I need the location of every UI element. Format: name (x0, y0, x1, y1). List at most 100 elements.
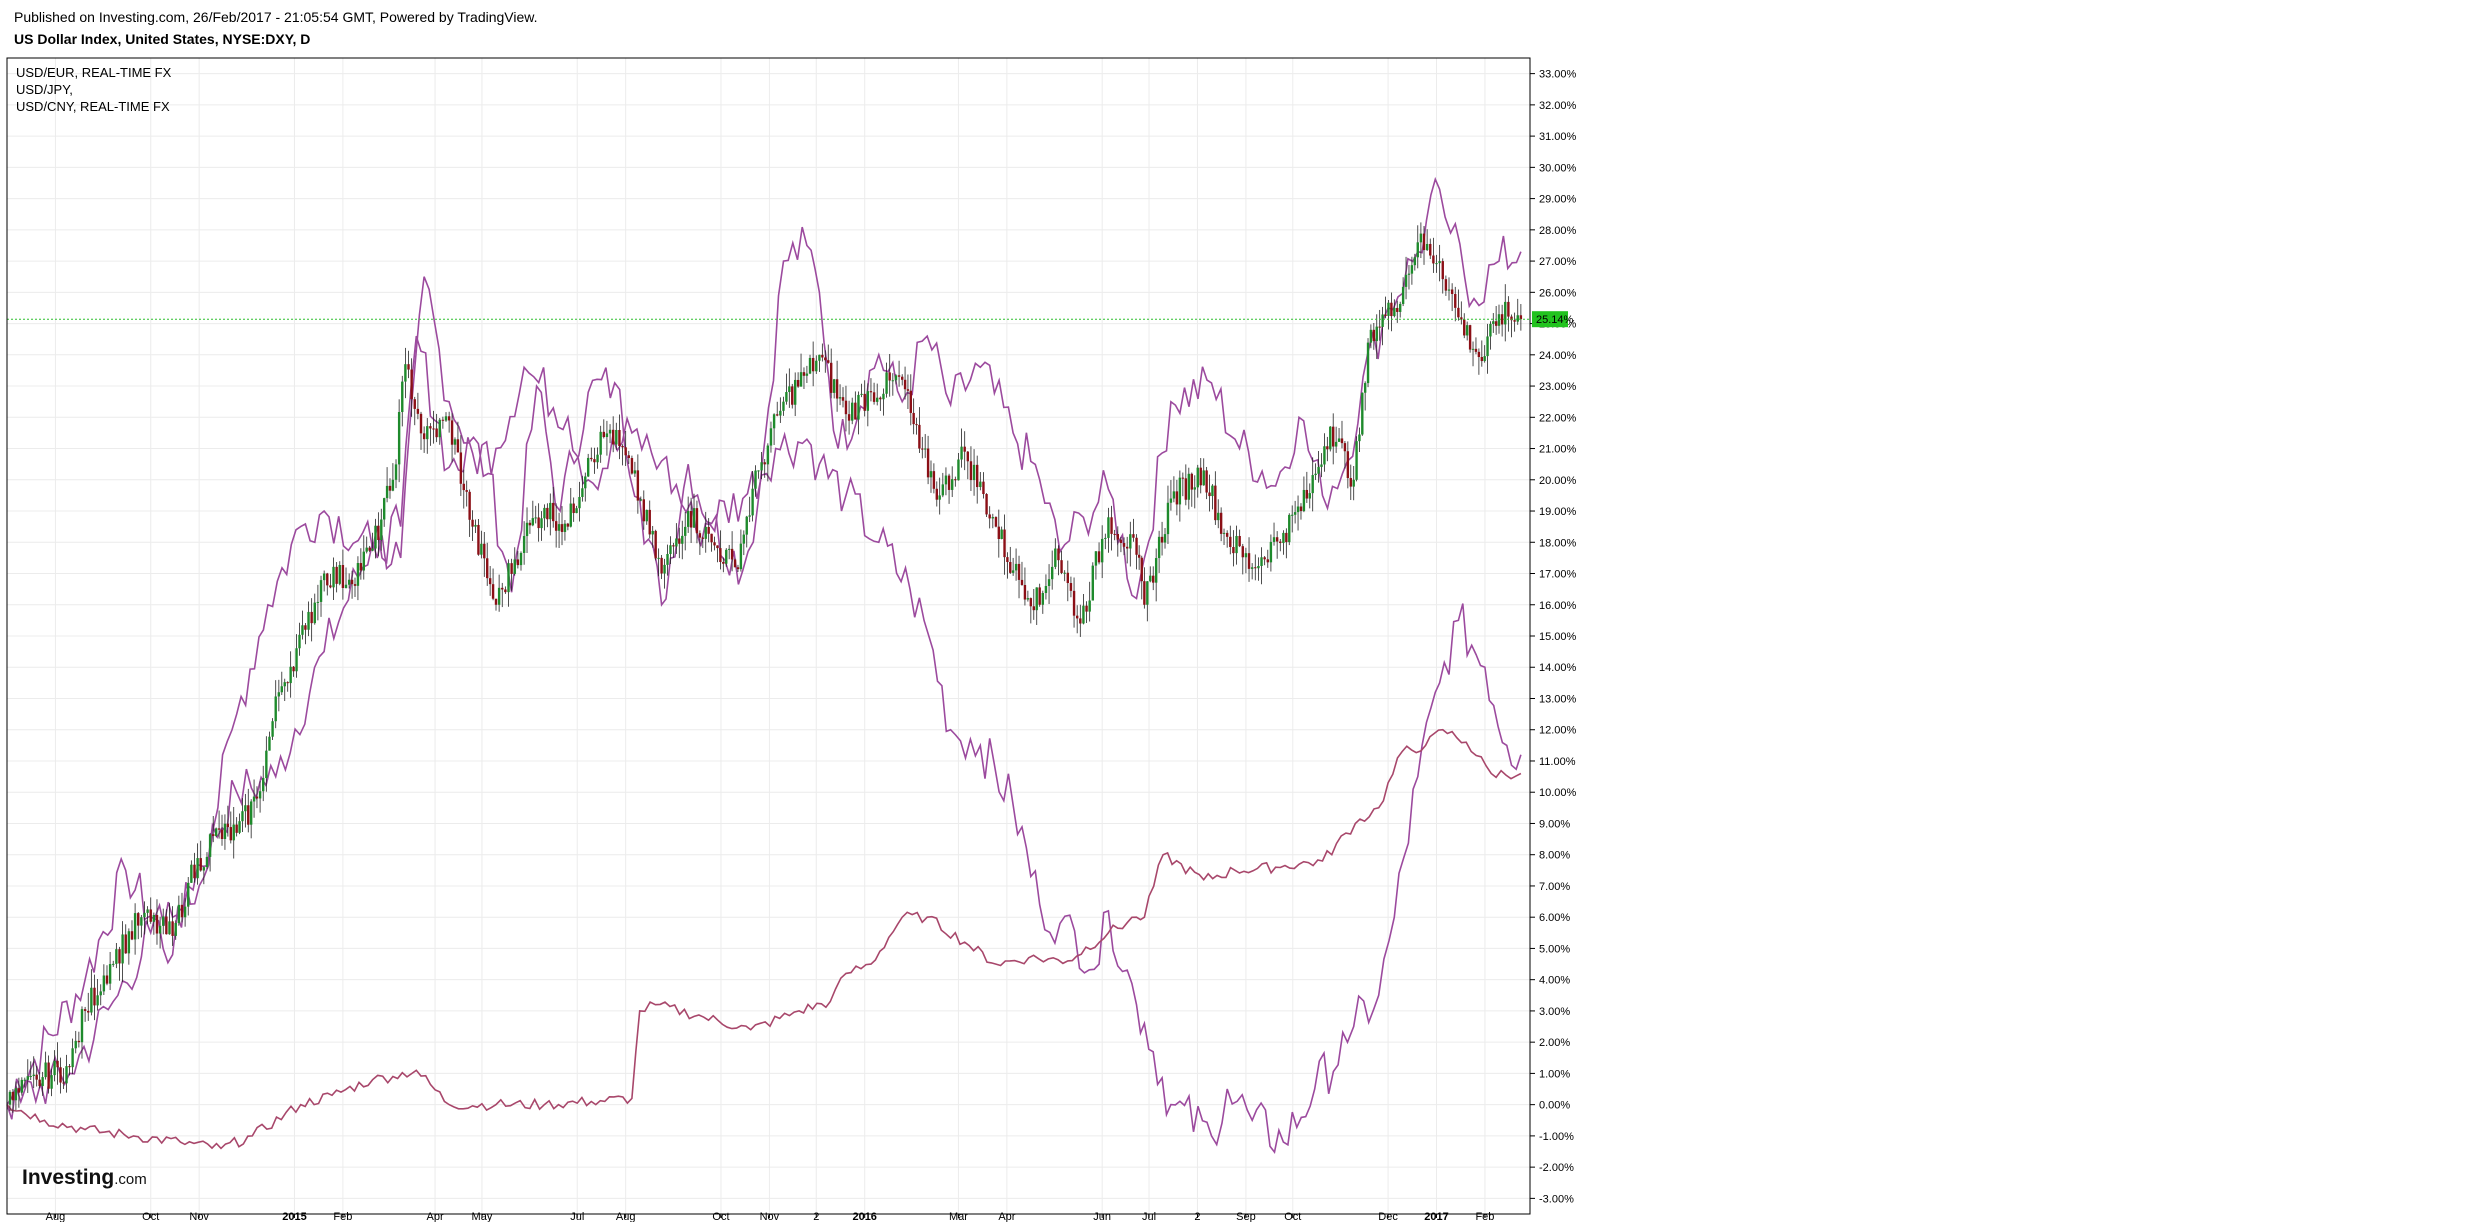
x-tick-label: 2015 (282, 1211, 306, 1222)
candle-body (62, 1082, 65, 1084)
candle-body (380, 519, 383, 540)
candle-body (686, 511, 690, 527)
candle-body (1235, 535, 1238, 554)
candle-body (748, 515, 751, 517)
candle-body (1190, 473, 1193, 490)
candle-body (590, 457, 593, 460)
candle-body (1361, 392, 1364, 435)
candle-body (422, 433, 426, 440)
candle-body (531, 518, 535, 526)
candle-body (534, 517, 537, 519)
candle-body (657, 557, 660, 559)
candle-body (552, 502, 555, 522)
y-tick-label: 17.00% (1539, 569, 1577, 581)
candle-body (1097, 551, 1101, 563)
candle-body (932, 471, 936, 489)
candle-body (851, 402, 854, 421)
x-tick-label: Aug (46, 1211, 66, 1222)
candle-body (636, 470, 640, 501)
candle-body (695, 508, 699, 534)
candle-body (1432, 255, 1435, 264)
candle-body (1516, 315, 1519, 322)
candle-body (707, 526, 710, 534)
candle-body (1241, 546, 1244, 558)
candle-body (292, 666, 295, 672)
candle-body (1334, 441, 1338, 447)
candle-body (444, 416, 448, 421)
candle-body (926, 448, 930, 478)
candle-body (627, 455, 630, 459)
candle-body (941, 484, 945, 496)
candle-body (1009, 561, 1012, 573)
candle-body (602, 431, 606, 438)
candle-body (214, 828, 218, 836)
candle-body (1387, 302, 1390, 316)
candle-body (1419, 233, 1423, 243)
candle-body (1066, 572, 1070, 584)
candle-body (901, 376, 904, 380)
candle-body (374, 525, 377, 549)
candle-body (180, 904, 184, 918)
candle-body (319, 580, 323, 602)
candle-body (1366, 342, 1370, 384)
candle-body (277, 692, 281, 697)
candle-body (212, 834, 215, 836)
y-tick-label: 12.00% (1539, 725, 1577, 737)
candle-body (1401, 286, 1405, 304)
candle-body (1513, 320, 1516, 322)
candle-body (1181, 477, 1185, 479)
candle-body (286, 682, 289, 684)
candle-body (304, 625, 307, 630)
candle-body (507, 563, 510, 593)
candle-body (982, 481, 985, 495)
candle-body (1079, 618, 1082, 624)
candle-body (704, 526, 707, 539)
candle-body (289, 666, 292, 684)
candle-body (26, 1076, 29, 1080)
candle-body (1471, 348, 1475, 350)
candle-body (87, 1010, 90, 1013)
candle-body (672, 545, 675, 547)
candle-body (223, 823, 227, 840)
y-tick-label: 31.00% (1539, 131, 1577, 143)
candle-body (1026, 598, 1030, 600)
candle-body (1152, 575, 1155, 583)
candle-body (581, 488, 584, 497)
y-tick-label: 30.00% (1539, 162, 1577, 174)
candle-body (497, 587, 501, 605)
candle-body (710, 533, 713, 543)
candle-body (1422, 233, 1426, 251)
candle-body (1454, 293, 1457, 308)
candle-body (47, 1062, 50, 1089)
candle-body (344, 584, 348, 589)
candle-body (569, 503, 572, 527)
candle-body (621, 446, 624, 448)
candle-body (654, 530, 657, 559)
candle-body (593, 459, 596, 463)
y-tick-label: 13.00% (1539, 693, 1577, 705)
candle-body (796, 379, 800, 387)
candle-body (543, 507, 546, 519)
candle-body (14, 1088, 18, 1101)
candle-body (32, 1074, 35, 1077)
candle-body (274, 696, 277, 722)
candle-body (298, 634, 301, 649)
candle-body (994, 517, 998, 527)
candle-body (519, 552, 523, 566)
candle-body (468, 491, 471, 520)
candle-body (456, 439, 460, 453)
candle-body (918, 424, 921, 449)
candle-body (586, 457, 590, 477)
candle-body (1450, 289, 1454, 294)
candle-body (429, 426, 432, 429)
legend-entry-usd-jpy: USD/JPY, (16, 82, 73, 97)
candle-body (1143, 581, 1146, 605)
candle-body (1398, 303, 1402, 312)
candle-body (1285, 532, 1288, 543)
x-tick-label: 2 (1194, 1211, 1200, 1222)
candle-body (739, 543, 743, 570)
candle-body (876, 397, 879, 402)
candle-body (1057, 548, 1060, 561)
candle-body (929, 471, 933, 478)
candle-body (335, 566, 338, 584)
